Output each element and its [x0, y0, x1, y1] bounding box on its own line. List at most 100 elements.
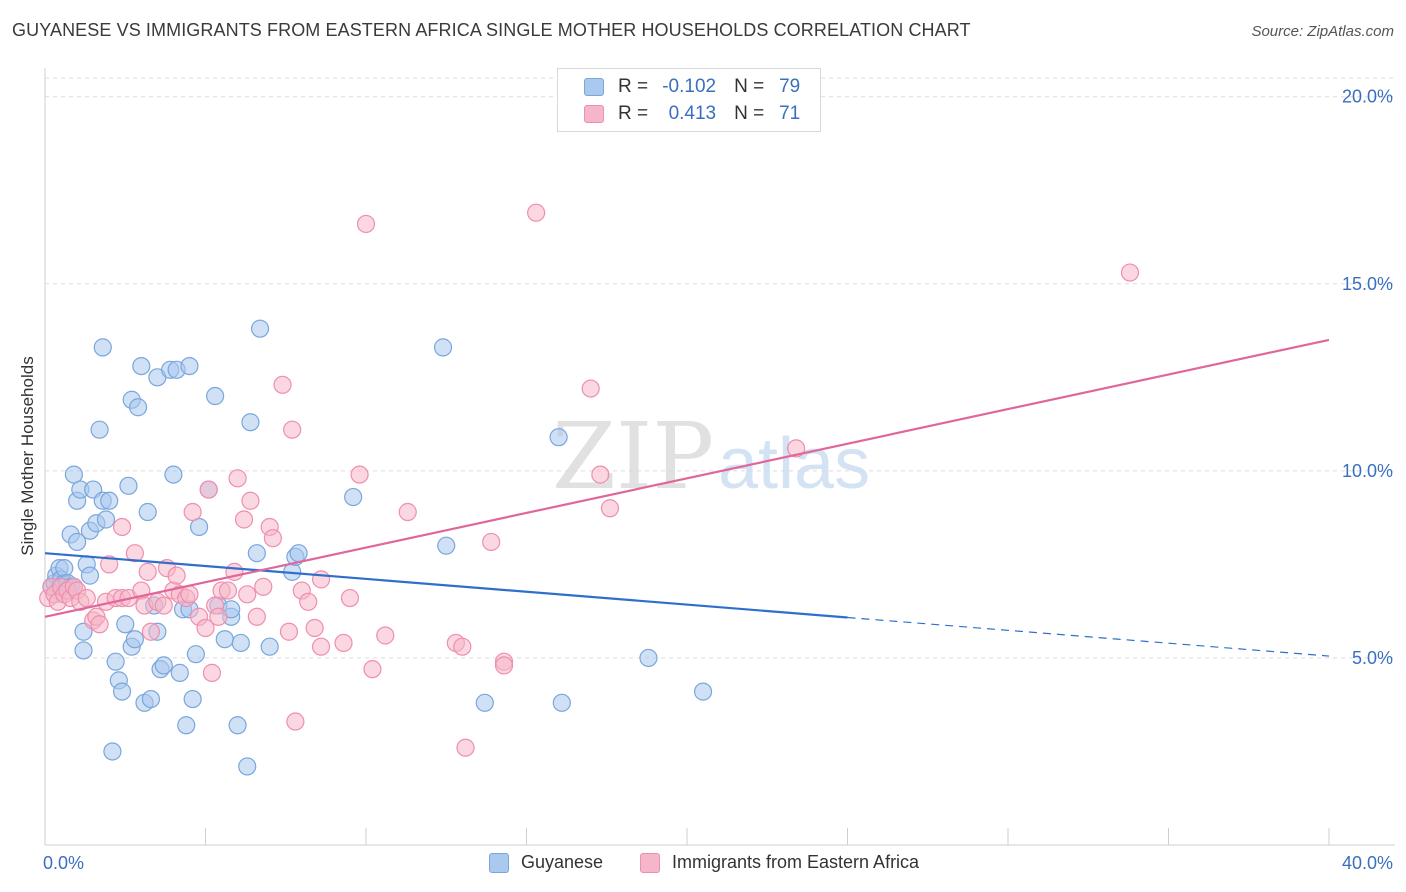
guyanese-point: [132, 356, 151, 376]
guyanese-point: [116, 615, 135, 634]
legend-r-value: -0.102: [662, 76, 717, 97]
eastern-africa-point: [311, 570, 331, 589]
guyanese-point: [189, 517, 209, 537]
y-tick-label: 5.0%: [1352, 648, 1393, 668]
guyanese-point: [250, 319, 270, 338]
eastern-africa-point: [263, 529, 283, 548]
guyanese-point: [180, 356, 199, 376]
eastern-africa-point: [234, 510, 254, 529]
guyanese-point: [186, 645, 205, 664]
y-tick-label: 20.0%: [1342, 87, 1393, 107]
axes: [44, 68, 1395, 846]
legend-n-value: 71: [779, 103, 801, 124]
guyanese-point: [64, 465, 83, 484]
watermark: ZIP atlas: [552, 403, 870, 510]
guyanese-point: [55, 559, 74, 578]
eastern-africa-point: [299, 592, 318, 611]
guyanese-point: [112, 682, 132, 701]
eastern-africa-point: [112, 517, 132, 537]
guyanese-point: [96, 510, 116, 529]
eastern-africa-point: [356, 214, 376, 234]
trend-lines: [44, 338, 1330, 657]
watermark-atlas: atlas: [718, 424, 870, 504]
guyanese-point: [93, 338, 112, 357]
legend-n-label: N =: [734, 103, 765, 124]
eastern-africa-point: [350, 465, 369, 484]
eastern-africa-point: [283, 420, 302, 439]
eastern-africa-point: [154, 596, 173, 615]
guyanese-point: [552, 693, 571, 712]
legend-swatch-guyanese: [584, 78, 604, 96]
guyanese-point: [260, 637, 279, 656]
eastern-africa-point: [180, 585, 199, 604]
legend-r-label: R =: [618, 103, 649, 124]
guyanese-point: [128, 398, 148, 417]
guyanese-point: [141, 689, 161, 709]
legend-row-eastern-africa: R = 0.413 N = 71: [584, 102, 800, 126]
guyanese-point: [106, 652, 125, 671]
eastern-africa-point: [202, 663, 222, 682]
y-tick-label: 10.0%: [1342, 461, 1393, 481]
tick-labels: 5.0% 10.0% 15.0% 20.0% 0.0% 40.0%: [43, 87, 1393, 873]
eastern-africa-point: [247, 607, 266, 626]
series-legend-eastern-africa: Immigrants from Eastern Africa: [640, 852, 919, 873]
gridlines: [45, 77, 1395, 659]
chart-title: GUYANESE VS IMMIGRANTS FROM EASTERN AFRI…: [12, 20, 971, 40]
guyanese-point: [164, 465, 183, 484]
eastern-africa-point: [527, 203, 546, 222]
guyanese-trend-line: [44, 552, 848, 619]
series-legend-label: Immigrants from Eastern Africa: [672, 852, 920, 872]
eastern-africa-point: [254, 577, 273, 596]
legend-swatch-eastern-africa: [584, 105, 604, 123]
eastern-africa-point: [209, 607, 228, 626]
guyanese-point: [206, 386, 225, 406]
eastern-africa-point: [286, 712, 305, 731]
eastern-africa-point: [241, 491, 260, 510]
source-credit: Source: ZipAtlas.com: [1251, 23, 1394, 40]
eastern-africa-point: [199, 480, 218, 499]
guyanese-point: [693, 682, 713, 701]
guyanese-point: [549, 428, 568, 447]
guyanese-point: [289, 544, 308, 563]
eastern-africa-point: [453, 637, 472, 656]
guyanese-point: [80, 566, 100, 585]
eastern-africa-point: [196, 618, 215, 638]
eastern-africa-point: [787, 439, 806, 458]
eastern-africa-point: [398, 502, 417, 522]
eastern-africa-point: [311, 637, 331, 656]
guyanese-point: [100, 491, 119, 510]
guyanese-point: [238, 757, 257, 776]
guyanese-point: [228, 716, 247, 735]
eastern-africa-point: [90, 615, 109, 634]
guyanese-point: [433, 338, 453, 357]
eastern-africa-point: [167, 566, 186, 585]
eastern-africa-point: [183, 502, 202, 522]
watermark-zip: ZIP: [552, 403, 714, 510]
guyanese-point: [215, 630, 234, 649]
eastern-africa-point: [138, 562, 157, 581]
guyanese-point: [170, 663, 189, 682]
guyanese-point: [125, 630, 144, 649]
eastern-africa-point: [376, 626, 395, 645]
eastern-africa-point: [218, 581, 238, 600]
eastern-africa-point: [1120, 263, 1140, 282]
guyanese-point: [241, 413, 260, 432]
series-swatch-guyanese: [489, 852, 509, 873]
guyanese-point: [231, 633, 250, 653]
eastern-africa-point: [494, 656, 514, 675]
eastern-africa-point: [600, 499, 620, 518]
eastern-africa-point: [581, 379, 600, 398]
stats-legend: R = -0.102 N = 79 R = 0.413 N = 71: [557, 68, 821, 132]
eastern-africa-point: [141, 622, 161, 641]
guyanese-point: [639, 648, 658, 668]
x-tick-label: 40.0%: [1342, 853, 1393, 873]
legend-row-guyanese: R = -0.102 N = 79: [584, 75, 800, 99]
legend-n-label: N =: [734, 76, 765, 97]
legend-r-label: R =: [618, 76, 649, 97]
eastern-africa-point: [591, 465, 610, 484]
eastern-africa-point: [334, 633, 353, 653]
guyanese-point: [177, 716, 196, 735]
guyanese-trend-extension: [847, 616, 1330, 657]
series-swatch-eastern-africa: [640, 852, 660, 873]
